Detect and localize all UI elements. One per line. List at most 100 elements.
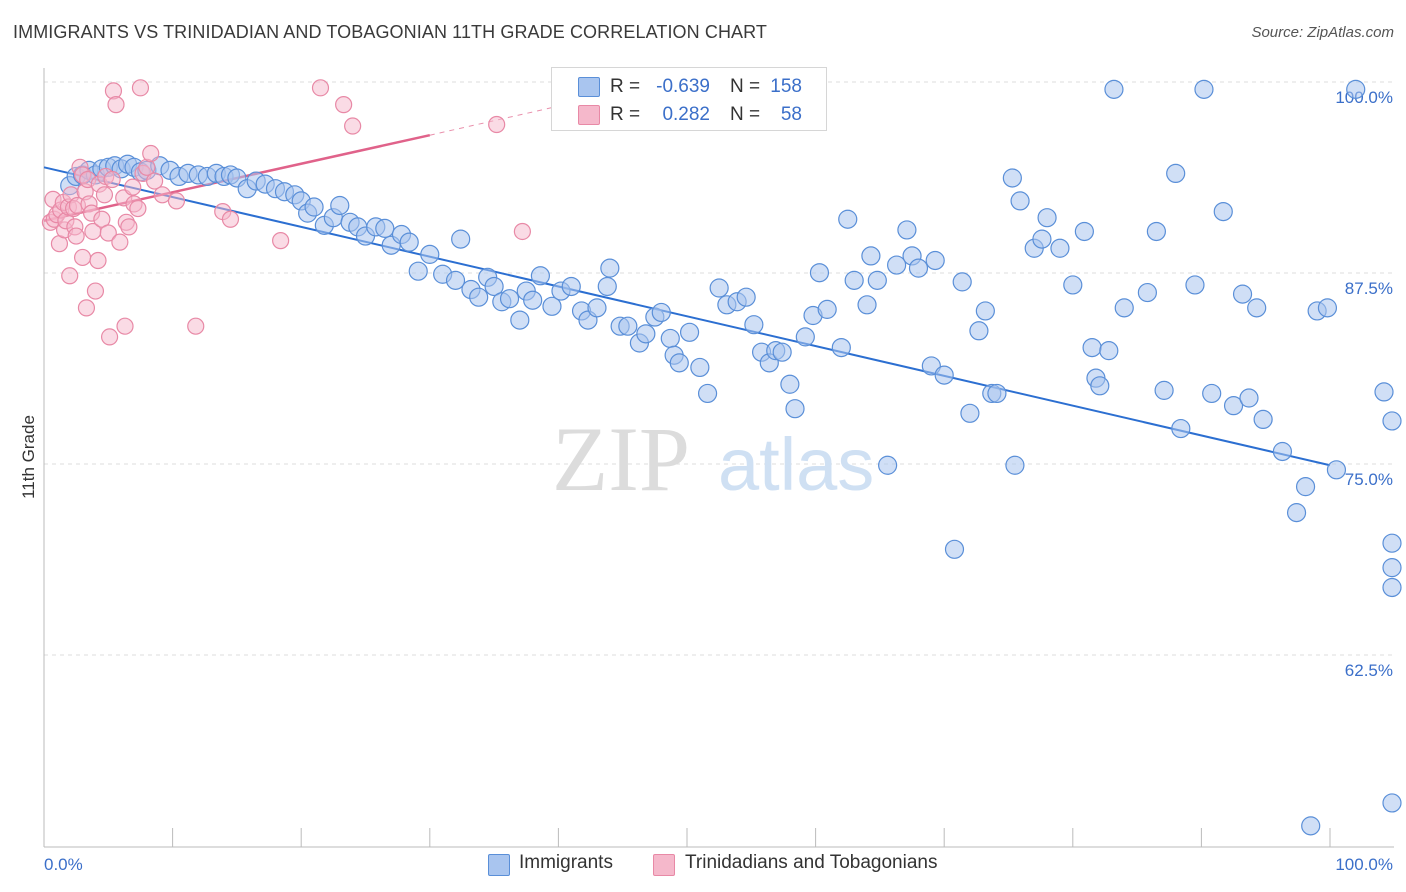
immigrant-point (1090, 376, 1110, 396)
trinidad-point (107, 96, 125, 114)
immigrant-point (1382, 411, 1402, 431)
immigrant-point (1010, 191, 1030, 211)
trinidad-point (187, 317, 205, 335)
trinidad-point (111, 233, 129, 251)
legend-r-value-immigrants: -0.639 (656, 76, 710, 97)
immigrant-point (897, 220, 917, 240)
legend-n-label: N = (730, 76, 761, 97)
immigrant-point (1037, 208, 1057, 228)
x-tick-label: 0.0% (44, 855, 83, 874)
legend-swatch-immigrants (578, 77, 600, 97)
immigrant-point (600, 258, 620, 278)
immigrant-point (408, 261, 428, 281)
immigrant-point (960, 403, 980, 423)
watermark: ZIP atlas (552, 408, 874, 510)
watermark-atlas: atlas (718, 423, 874, 506)
trinidad-point (129, 199, 147, 218)
immigrant-point (785, 399, 805, 419)
trinidad-point (103, 170, 121, 189)
immigrant-point (1194, 79, 1214, 99)
immigrant-point (484, 276, 504, 297)
immigrant-point (908, 258, 929, 278)
trinidad-point (73, 248, 92, 267)
immigrant-point (1317, 298, 1338, 318)
immigrant-point (1185, 275, 1205, 295)
trinidad-point (513, 222, 531, 241)
legend-n-label: N = (730, 104, 761, 125)
x-tick-label: 100.0% (1335, 855, 1393, 874)
trinidad-point (89, 251, 107, 270)
immigrant-point (1326, 460, 1347, 480)
immigrant-point (510, 310, 530, 330)
immigrant-point (1114, 298, 1134, 318)
immigrant-point (744, 315, 764, 335)
immigrant-point (1286, 503, 1307, 523)
immigrant-point (445, 270, 466, 290)
immigrant-point (1301, 816, 1321, 836)
legend-r-label: R = (610, 104, 641, 125)
immigrant-point (857, 295, 877, 315)
trinidad-point (95, 186, 114, 204)
legend-r-label: R = (610, 76, 641, 97)
legend-r-value-trinidadians: 0.282 (662, 104, 710, 125)
axis-layer (43, 68, 1394, 848)
trinidad-point (153, 186, 171, 204)
immigrant-point (1202, 383, 1222, 404)
immigrant-point (1005, 455, 1025, 475)
immigrant-point (1247, 298, 1267, 318)
immigrant-point (1032, 229, 1052, 249)
immigrant-point (1099, 341, 1119, 361)
immigrant-point (1239, 388, 1259, 408)
immigrant-point (679, 322, 700, 342)
trinidad-point (100, 328, 119, 346)
immigrant-point (987, 383, 1007, 404)
immigrant-point (1382, 577, 1402, 598)
immigrant-point (975, 301, 995, 321)
immigrant-point (1154, 380, 1174, 400)
immigrant-point (1166, 163, 1186, 183)
correlation-legend: R = -0.639 N = 158 R = 0.282 N = 58 (551, 67, 827, 131)
immigrant-point (330, 195, 350, 216)
trinidad-point (221, 210, 240, 228)
immigrant-point (1295, 477, 1316, 497)
immigrant-point (1253, 409, 1273, 430)
immigrant-point (1213, 202, 1233, 222)
immigrant-point (451, 229, 471, 249)
series-label-immigrants: Immigrants (519, 852, 613, 873)
immigrant-point (861, 246, 881, 266)
trinidad-point (77, 299, 96, 317)
immigrant-point (1382, 793, 1402, 813)
trinidad-point (131, 79, 150, 97)
trinidad-point (99, 224, 117, 242)
immigrant-point (523, 290, 543, 310)
trinidad-point (67, 227, 85, 245)
immigrant-point (1050, 238, 1070, 258)
series-legend: Immigrants Trinidadians and Tobagonians (0, 852, 1406, 878)
immigrant-point (1232, 284, 1253, 304)
trinidad-point (61, 267, 79, 285)
immigrant-point (736, 287, 756, 307)
immigrant-point (772, 342, 792, 362)
trinidad-trendline-extension (429, 105, 559, 136)
immigrant-point (1382, 558, 1402, 578)
immigrant-point (1272, 441, 1293, 462)
legend-row-trinidadians: R = 0.282 N = 58 (552, 100, 826, 130)
immigrant-point (561, 276, 581, 297)
immigrant-point (530, 266, 550, 286)
immigrant-point (1137, 282, 1157, 303)
y-tick-label: 75.0% (1345, 470, 1393, 489)
immigrant-point (399, 232, 419, 252)
immigrant-point (1171, 418, 1191, 439)
immigrant-point (597, 276, 617, 297)
immigrant-point (838, 209, 858, 229)
immigrant-point (375, 218, 395, 239)
trinidad-point (167, 192, 186, 210)
series-swatch-trinidadians (653, 854, 675, 876)
immigrant-point (1082, 337, 1102, 358)
immigrant-point (817, 299, 837, 319)
immigrant-point (651, 302, 671, 323)
trinidad-point (124, 178, 142, 196)
immigrant-point (934, 365, 954, 385)
immigrant-point (304, 197, 324, 217)
